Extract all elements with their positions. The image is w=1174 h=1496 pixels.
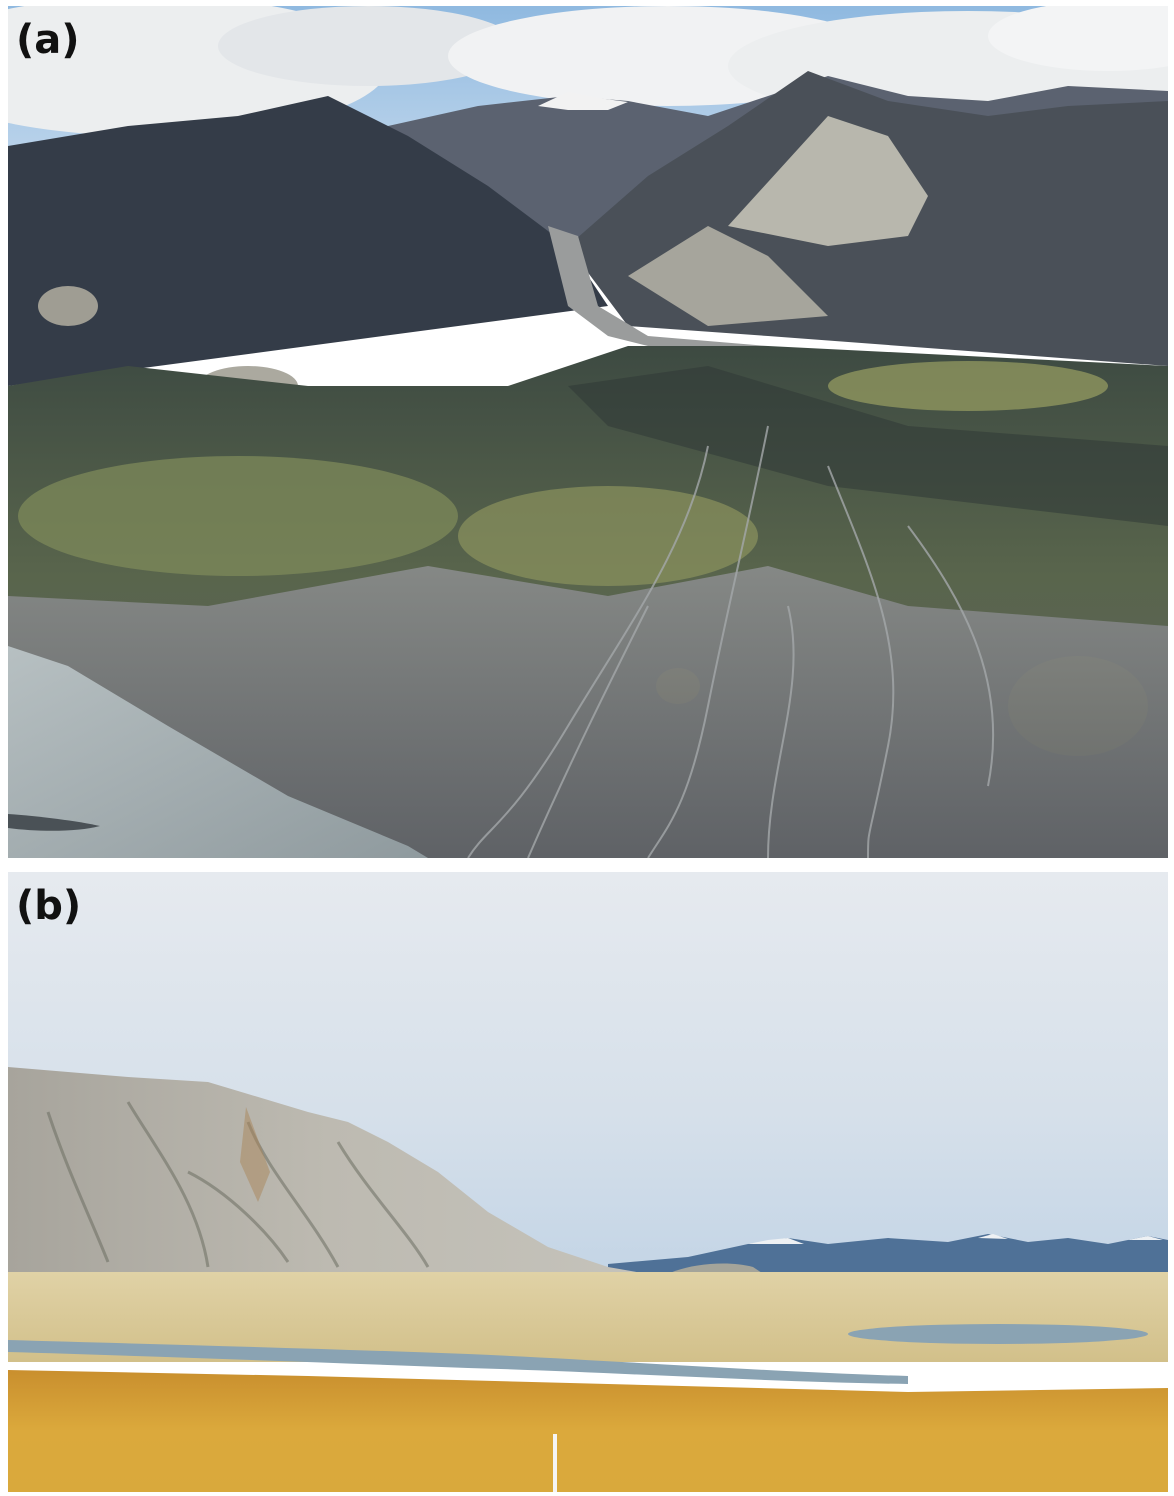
aerial-photo-panel: (a) [8, 6, 1168, 858]
lakeshore-mountain-grassland-photo [8, 872, 1168, 1492]
aerial-braided-river-valley-photo [8, 6, 1168, 858]
panel-label-b: (b) [16, 883, 82, 929]
lakeshore-photo-panel: (b) [8, 872, 1168, 1492]
panel-label-a: (a) [16, 17, 80, 63]
